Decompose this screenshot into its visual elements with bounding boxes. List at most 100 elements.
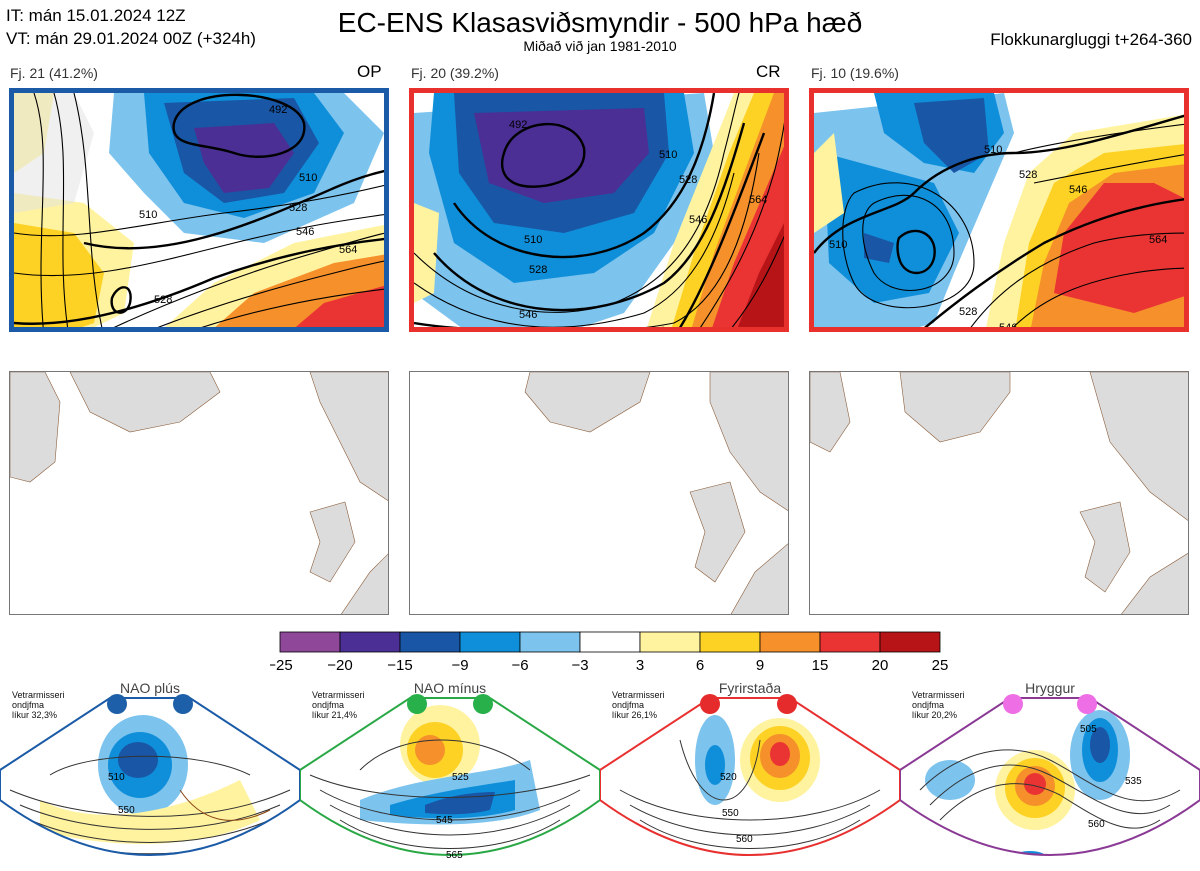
- colorbar-swatch: [279, 631, 341, 653]
- colorbar-tick-label: 20: [872, 657, 889, 674]
- land-patch: [14, 93, 94, 213]
- colorbar-tick-label: 3: [636, 657, 644, 674]
- cluster-1-tag: OP: [357, 62, 382, 81]
- colorbar-swatch: [819, 631, 881, 653]
- contour-label: 528: [529, 264, 547, 276]
- regime-label: 560: [1088, 819, 1105, 830]
- contour-label: 546: [519, 309, 537, 321]
- empty-map-1: [9, 371, 389, 615]
- contour-label: 546: [1069, 184, 1087, 196]
- land-greenland: [10, 372, 61, 483]
- colorbar-tick-label: 15: [812, 657, 829, 674]
- contour-label: 510: [299, 172, 317, 184]
- regime-label: 505: [1080, 724, 1097, 735]
- land-europe: [341, 553, 388, 614]
- regime-label: 535: [1125, 776, 1142, 787]
- land-greenland: [524, 372, 651, 433]
- contour-label: 528: [154, 294, 172, 306]
- land-scandinavia: [1089, 372, 1188, 521]
- regime-label: 565: [446, 850, 463, 861]
- contour-label: 528: [289, 202, 307, 214]
- land-uk: [689, 481, 746, 583]
- colorbar-tick-label: −25: [270, 657, 293, 674]
- regime-title: Fyrirstaða: [718, 680, 782, 696]
- regime-nao-plus: NAO plús Vetrarmisseri ondjfma líkur 32,…: [0, 680, 300, 871]
- regime-label: 525: [452, 772, 469, 783]
- regime-title: Hryggur: [1025, 680, 1075, 696]
- regime-probability: Vetrarmisseri ondjfma líkur 20,2%: [912, 690, 965, 720]
- regime-dot: [1077, 694, 1097, 714]
- contour-label: 564: [339, 244, 357, 256]
- contour-label: 510: [139, 209, 157, 221]
- regime-dot: [173, 694, 193, 714]
- regime-label: 550: [722, 808, 739, 819]
- contour-label: 528: [679, 174, 697, 186]
- colorbar-swatch: [399, 631, 461, 653]
- regime-nao-minus: NAO mínus Vetrarmisseri ondjfma líkur 21…: [300, 680, 600, 871]
- cluster-2-field: 492 510 528 546 564 510 528 546: [414, 93, 784, 327]
- colorbar-swatch: [459, 631, 521, 653]
- empty-map-2: [409, 371, 789, 615]
- cluster-2-tag: CR: [756, 62, 781, 81]
- colorbar-swatch: [339, 631, 401, 653]
- regime-probability: Vetrarmisseri ondjfma líkur 32,3%: [12, 690, 65, 720]
- regime-blocking: Fyrirstaða Vetrarmisseri ondjfma líkur 2…: [600, 680, 900, 871]
- page-title: EC-ENS Klasasviðsmyndir - 500 hPa hæð: [337, 7, 863, 38]
- cluster-2-map: 492 510 528 546 564 510 528 546: [409, 88, 789, 332]
- colorbar-tick-label: −20: [327, 657, 352, 674]
- land-scandinavia: [309, 372, 388, 502]
- regime-dot: [107, 694, 127, 714]
- contour-label: 528: [1019, 169, 1037, 181]
- colorbar-tick-label: −3: [571, 657, 588, 674]
- colorbar-swatch: [699, 631, 761, 653]
- colorbar-swatch: [639, 631, 701, 653]
- classification-window: Flokkunargluggi t+264-360: [990, 30, 1192, 49]
- regime-dot: [473, 694, 493, 714]
- regime-dot: [777, 694, 797, 714]
- cluster-1-field: 492 510 528 546 564 510 528: [14, 93, 384, 327]
- contour-label: 546: [296, 226, 314, 238]
- regime-dot: [1003, 694, 1023, 714]
- colorbar-swatch: [519, 631, 581, 653]
- land-scandinavia: [709, 372, 788, 512]
- regime-ridge: Hryggur Vetrarmisseri ondjfma líkur 20,2…: [900, 680, 1200, 871]
- cluster-1-map: 492 510 528 546 564 510 528: [9, 88, 389, 332]
- contour-label: 510: [984, 144, 1002, 156]
- colorbar-tick-label: −9: [451, 657, 468, 674]
- empty-map-3: [809, 371, 1189, 615]
- cluster-3-field: 510 528 546 564 510 528 546: [814, 93, 1184, 332]
- land-europe: [730, 543, 788, 614]
- cluster-1-label: Fj. 21 (41.2%): [10, 65, 98, 81]
- contour-label: 510: [659, 149, 677, 161]
- regime-dot: [700, 694, 720, 714]
- colorbar-tick-label: −15: [387, 657, 412, 674]
- land-europe: [1121, 552, 1188, 614]
- regime-title: NAO mínus: [413, 680, 487, 696]
- regime-dot: [407, 694, 427, 714]
- regime-probability: Vetrarmisseri ondjfma líkur 26,1%: [612, 690, 665, 720]
- colorbar-tick-label: −6: [511, 657, 528, 674]
- regime-label: 520: [720, 772, 737, 783]
- contour-label: 492: [509, 119, 527, 131]
- colorbar: −25 −20 −15 −9 −6 −3 3 6 9 15 20 25: [270, 631, 949, 674]
- regime-label: 560: [736, 834, 753, 845]
- contour-label: 564: [749, 194, 767, 206]
- land-uk: [1079, 501, 1131, 593]
- regime-label: 510: [108, 772, 125, 783]
- contour-label: 546: [999, 322, 1017, 332]
- regime-label: 545: [436, 815, 453, 826]
- valid-time: VT: mán 29.01.2024 00Z (+324h): [6, 29, 256, 48]
- page-subtitle: Miðað við jan 1981-2010: [523, 38, 677, 54]
- colorbar-tick-label: 25: [932, 657, 949, 674]
- regime-label: 550: [118, 805, 135, 816]
- land-greenland: [899, 372, 1011, 443]
- land-greenland: [810, 372, 851, 453]
- header-info: IT: mán 15.01.2024 12Z VT: mán 29.01.202…: [6, 4, 256, 50]
- anom-red-se: [295, 285, 384, 327]
- contour-label: 528: [959, 306, 977, 318]
- land-greenland: [69, 372, 221, 433]
- colorbar-tick-label: 9: [756, 657, 764, 674]
- cluster-3-map: 510 528 546 564 510 528 546: [809, 88, 1189, 332]
- colorbar-swatch: [879, 631, 941, 653]
- anom-purple: [194, 123, 294, 193]
